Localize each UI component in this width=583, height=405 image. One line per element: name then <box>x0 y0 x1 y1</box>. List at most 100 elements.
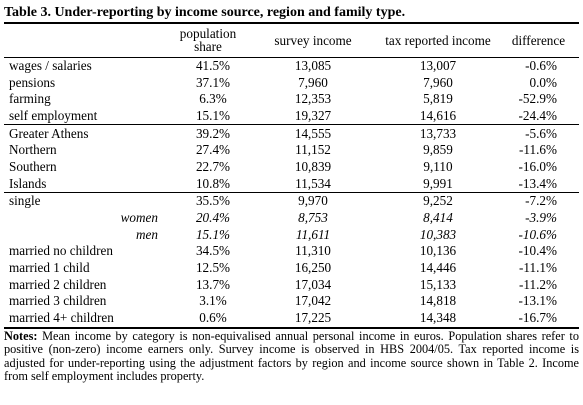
difference-cell: -13.1% <box>518 293 557 309</box>
row-label: Islands <box>9 175 47 191</box>
difference-cell: -11.6% <box>519 142 557 158</box>
population-share-cell: 41.5% <box>195 57 231 73</box>
population-share-cell: 34.5% <box>195 243 231 259</box>
table-row: women 20.4% 8,753 8,414 -3.9% <box>4 210 579 227</box>
survey-income-cell: 11,310 <box>295 243 331 259</box>
column-header-tax-reported-income: tax reported income <box>378 22 498 58</box>
row-label: single <box>4 191 168 210</box>
difference-cell: -5.6% <box>498 124 579 142</box>
population-share-cell: 37.1% <box>195 74 231 90</box>
document: Table 3. Under-reporting by income sourc… <box>4 0 579 384</box>
population-share-cell: 27.4% <box>195 142 231 158</box>
survey-income-cell: 10,839 <box>294 158 332 174</box>
table-row: married 4+ children 0.6% 17,225 14,348 -… <box>4 309 579 329</box>
tax-reported-income-cell: 9,991 <box>423 175 453 191</box>
row-label: women <box>120 210 158 226</box>
table-title: Table 3. Under-reporting by income sourc… <box>4 5 406 20</box>
tax-reported-income-cell: 9,110 <box>423 158 453 174</box>
population-share-cell: 6.3% <box>199 91 227 107</box>
row-label: Southern <box>9 158 57 174</box>
table-row: Southern 22.7% 10,839 9,110 -16.0% <box>4 159 579 176</box>
difference-cell: -13.4% <box>518 175 557 191</box>
table-row: married no children 34.5% 11,310 10,136 … <box>4 243 579 260</box>
table-row: married 3 children 3.1% 17,042 14,818 -1… <box>4 293 579 310</box>
row-label: wages / salaries <box>9 57 92 73</box>
table-notes: Notes: Mean income by category is non-eq… <box>4 328 579 384</box>
table-row: wages / salaries 41.5% 13,085 13,007 -0.… <box>4 57 579 74</box>
table-row: single 35.5% 9,970 9,252 -7.2% <box>4 191 579 210</box>
population-share-cell: 0.6% <box>168 309 248 329</box>
table-row: married 1 child 12.5% 16,250 14,446 -11.… <box>4 260 579 277</box>
difference-cell: -11.2% <box>519 276 557 292</box>
row-label: married 3 children <box>9 293 107 309</box>
tax-reported-income-cell: 8,414 <box>423 210 453 226</box>
row-label: Northern <box>9 142 57 158</box>
survey-income-cell: 16,250 <box>294 260 332 276</box>
population-share-cell: 35.5% <box>168 191 248 210</box>
survey-income-cell: 11,611 <box>295 226 331 242</box>
table-row: Northern 27.4% 11,152 9,859 -11.6% <box>4 142 579 159</box>
table-row: men 15.1% 11,611 10,383 -10.6% <box>4 226 579 243</box>
difference-cell: -16.0% <box>518 158 557 174</box>
data-table: population share survey income tax repor… <box>4 22 579 329</box>
tax-reported-income-cell: 10,136 <box>419 243 457 259</box>
tax-reported-income-cell: 7,960 <box>423 74 453 90</box>
population-share-cell: 3.1% <box>199 293 227 309</box>
tax-reported-income-cell: 9,859 <box>423 142 453 158</box>
population-share-cell: 15.1% <box>195 107 231 123</box>
table-row: married 2 children 13.7% 17,034 15,133 -… <box>4 276 579 293</box>
population-share-cell: 20.4% <box>195 210 231 226</box>
population-share-cell: 15.1% <box>195 226 231 242</box>
row-label: married 4+ children <box>4 309 168 329</box>
difference-cell: -24.4% <box>518 107 557 123</box>
column-header-label <box>4 22 168 58</box>
column-header-population-share: population share <box>168 22 248 58</box>
column-header-survey-income: survey income <box>248 22 378 58</box>
survey-income-cell: 13,085 <box>294 57 332 73</box>
tax-reported-income-cell: 13,733 <box>378 124 498 142</box>
tax-reported-income-cell: 14,616 <box>419 107 457 123</box>
row-label: farming <box>9 91 51 107</box>
table-row: farming 6.3% 12,353 5,819 -52.9% <box>4 91 579 108</box>
difference-cell: -10.6% <box>518 226 557 242</box>
difference-cell: -10.4% <box>518 243 557 259</box>
survey-income-cell: 11,152 <box>295 142 331 158</box>
tax-reported-income-cell: 15,133 <box>419 276 457 292</box>
survey-income-cell: 7,960 <box>298 74 328 90</box>
difference-cell: -7.2% <box>498 191 579 210</box>
difference-cell: -16.7% <box>498 309 579 329</box>
row-label: married 1 child <box>9 260 90 276</box>
survey-income-cell: 8,753 <box>298 210 328 226</box>
row-label: Greater Athens <box>4 124 168 142</box>
survey-income-cell: 14,555 <box>248 124 378 142</box>
tax-reported-income-cell: 5,819 <box>423 91 453 107</box>
tax-reported-income-cell: 14,818 <box>419 293 457 309</box>
row-label: married 2 children <box>9 276 107 292</box>
difference-cell: -52.9% <box>518 91 557 107</box>
tax-reported-income-cell: 13,007 <box>419 57 457 73</box>
difference-cell: -11.1% <box>519 260 557 276</box>
population-share-cell: 13.7% <box>195 276 231 292</box>
survey-income-cell: 17,034 <box>294 276 332 292</box>
table-row: pensions 37.1% 7,960 7,960 0.0% <box>4 74 579 91</box>
tax-reported-income-cell: 9,252 <box>378 191 498 210</box>
header-row: population share survey income tax repor… <box>4 22 579 58</box>
table-row: Greater Athens 39.2% 14,555 13,733 -5.6% <box>4 124 579 142</box>
row-label: married no children <box>9 243 113 259</box>
population-share-cell: 10.8% <box>195 175 231 191</box>
population-share-cell: 22.7% <box>195 158 231 174</box>
difference-cell: -0.6% <box>525 57 557 73</box>
difference-cell: -3.9% <box>525 210 557 226</box>
survey-income-cell: 9,970 <box>248 191 378 210</box>
row-label: pensions <box>9 74 56 90</box>
tax-reported-income-cell: 14,446 <box>419 260 457 276</box>
survey-income-cell: 11,534 <box>295 175 331 191</box>
survey-income-cell: 12,353 <box>294 91 332 107</box>
notes-label: Notes: <box>4 328 38 343</box>
table-row: self employment 15.1% 19,327 14,616 -24.… <box>4 108 579 125</box>
difference-cell: 0.0% <box>529 74 557 90</box>
notes-text: Mean income by category is non-equivalis… <box>4 328 579 384</box>
population-share-cell: 39.2% <box>168 124 248 142</box>
survey-income-cell: 17,225 <box>248 309 378 329</box>
population-share-cell: 12.5% <box>195 260 231 276</box>
